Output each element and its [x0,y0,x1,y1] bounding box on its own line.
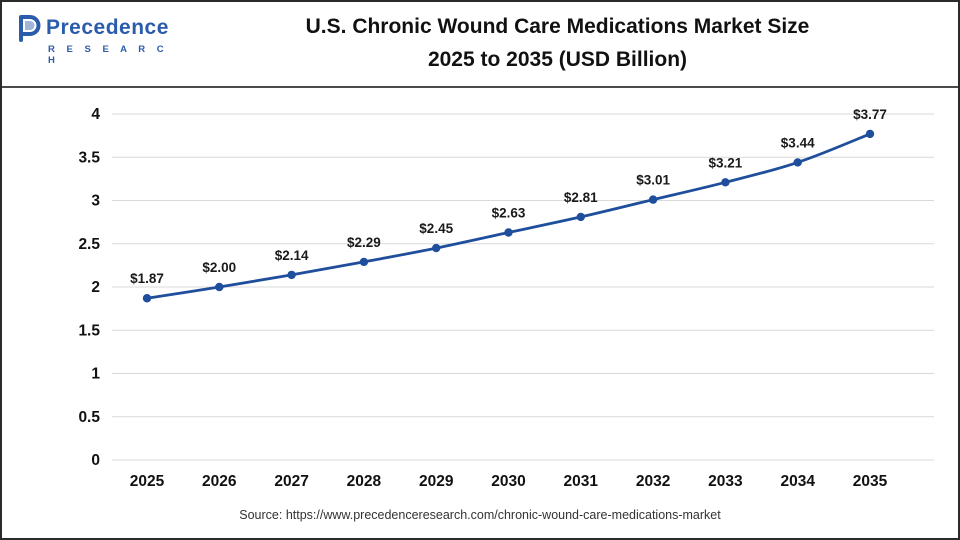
x-axis-tick-label: 2028 [347,473,382,490]
data-point-marker [721,178,730,187]
y-axis-tick-label: 3 [91,193,100,210]
precedence-logo-icon [19,15,41,42]
data-point-marker [793,158,802,167]
x-axis-tick-label: 2035 [853,473,888,490]
data-point-marker [576,212,585,222]
x-axis-tick-label: 2033 [708,473,743,490]
chart-title-line2: 2025 to 2035 (USD Billion) [427,48,688,71]
data-point-marker [142,294,152,303]
chart-header: Precedence R E S E A R C H U.S. Chronic … [2,2,958,88]
y-axis-tick-label: 2.5 [78,236,100,253]
data-point-label: $2.14 [275,248,309,263]
data-point-marker [432,243,441,253]
data-point-marker [215,282,224,292]
logo-subname-text: R E S E A R C H [48,44,169,66]
data-point-label: $2.81 [564,190,598,205]
market-size-line-chart: 0 0.5 1 1.5 2 2.5 3 3.5 4 2025 2026 2027 2028 2029 203… [78,106,934,490]
x-axis-tick-label: 2030 [491,473,525,490]
y-axis-tick-label: 0.5 [78,409,100,426]
chart-area: 0 0.5 1 1.5 2 2.5 3 3.5 4 2025 2026 2027 2028 2029 203… [2,88,958,502]
x-axis-tick-label: 2032 [636,473,670,490]
y-axis-tick-label: 1.5 [78,322,100,339]
data-point-label: $2.00 [202,260,236,275]
data-point-label: $2.63 [492,206,526,221]
chart-title: U.S. Chronic Wound Care Medications Mark… [187,11,928,76]
data-point-label: $1.87 [130,271,164,286]
data-point-marker [504,228,513,237]
source-text: Source: https://www.precedenceresearch.c… [239,508,721,522]
data-point-label: $2.29 [347,235,381,250]
x-axis-tick-label: 2025 [130,473,165,490]
y-axis-tick-label: 2 [91,279,100,296]
data-point-marker [287,270,296,280]
data-point-label: $3.77 [853,107,887,122]
x-axis-tick-label: 2026 [202,473,237,490]
y-axis-tick-label: 1 [91,366,100,383]
y-axis-tick-label: 3.5 [78,149,100,166]
x-axis-tick-label: 2031 [564,473,599,490]
data-point-marker [359,257,369,267]
data-point-label: $3.44 [781,135,815,150]
data-point-label: $3.21 [709,155,743,170]
data-point-label: $2.45 [419,221,453,236]
data-point-marker [865,129,875,139]
y-axis-tick-label: 0 [91,452,100,469]
x-axis-tick-label: 2034 [780,473,815,490]
data-point-label: $3.01 [636,173,670,188]
x-axis-tick-label: 2027 [274,473,308,490]
y-axis-tick-label: 4 [91,106,100,123]
chart-title-line1: U.S. Chronic Wound Care Medications Mark… [305,15,810,39]
x-axis-tick-label: 2029 [419,473,454,490]
precedence-research-logo: Precedence R E S E A R C H [16,14,186,66]
data-point-marker [648,195,658,204]
logo-name-text: Precedence [46,16,169,39]
